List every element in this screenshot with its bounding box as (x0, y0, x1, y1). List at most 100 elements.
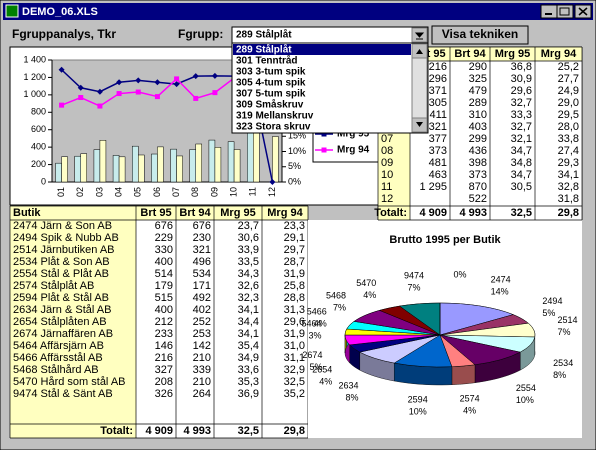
bar (233, 149, 241, 183)
window-title: DEMO_06.XLS (22, 6, 98, 18)
column-header: Mrg 95 (495, 48, 530, 60)
table-cell: 321 (193, 244, 211, 256)
table-cell: 29,3 (558, 157, 579, 169)
pie-value-label: 4% (363, 290, 376, 300)
table-cell: 290 (469, 61, 487, 73)
table-cell: 29,7 (284, 244, 305, 256)
y2-tick-label: 15% (288, 131, 306, 141)
pie-title: Brutto 1995 per Butik (389, 234, 501, 246)
show-button-label: Visa tekniken (442, 27, 519, 41)
pie-label: 2534 (553, 358, 573, 368)
table-cell: 676 (155, 220, 173, 232)
line-marker (192, 73, 199, 80)
y-tick-label: 600 (31, 124, 46, 134)
pie-label: 9474 (404, 271, 424, 281)
pie-value-label: 5% (542, 308, 555, 318)
line-marker (154, 94, 160, 100)
pie-label: 5464 (301, 318, 321, 328)
y-tick-label: 200 (31, 159, 46, 169)
table-cell: 28,0 (558, 121, 579, 133)
y-tick-label: 400 (31, 142, 46, 152)
filter-label: Fgrupp: (178, 27, 223, 41)
table-cell: 330 (155, 244, 173, 256)
table-cell: 34,1 (558, 169, 579, 181)
show-button[interactable] (431, 25, 529, 45)
column-header: Brt 94 (454, 48, 486, 60)
line-marker (135, 89, 141, 95)
pie-value-label: 10% (409, 406, 427, 416)
table-cell: 34,9 (238, 352, 259, 364)
pie-value-label: 7% (408, 283, 421, 293)
dropdown-item[interactable]: 307 5-tum spik (236, 89, 306, 100)
y2-tick-label: 5% (288, 161, 301, 171)
table-cell: 534 (193, 268, 211, 280)
table-cell: 492 (193, 292, 211, 304)
maximize-button[interactable] (556, 4, 574, 19)
table-cell: 1 295 (419, 181, 447, 193)
column-header: Butik (13, 207, 41, 219)
line-marker (173, 81, 180, 88)
line-marker (116, 79, 123, 86)
x-tick-label: 05 (133, 187, 143, 197)
total-cell: 4 909 (145, 425, 173, 437)
table-cell: 310 (469, 109, 487, 121)
table-cell: 32,3 (238, 292, 259, 304)
pie-value-label: 7% (333, 302, 346, 312)
table-cell: 32,8 (558, 181, 579, 193)
row-label: 2494 Spik & Nubb AB (13, 232, 119, 244)
table-cell: 35,4 (238, 340, 259, 352)
x-tick-label: 06 (152, 187, 162, 197)
row-label: 2554 Stål & Plåt AB (13, 268, 109, 280)
dropdown-item[interactable]: 319 Mellanskruv (236, 111, 314, 122)
line-marker (212, 90, 218, 96)
table-cell: 377 (429, 133, 447, 145)
bar (176, 155, 183, 183)
pie-value-label: 8% (346, 393, 359, 403)
bar (55, 162, 62, 183)
table-cell: 210 (193, 376, 211, 388)
line-marker (96, 88, 103, 95)
x-tick-label: 12 (267, 187, 277, 197)
bar (112, 155, 120, 183)
pie-value-label: 8% (553, 370, 566, 380)
bar (74, 155, 81, 183)
pie-slice (439, 302, 514, 336)
row-label: 2514 Järnbutiken AB (13, 244, 115, 256)
dropdown-item[interactable]: 309 Småskruv (236, 99, 304, 111)
dropdown-item[interactable]: 303 3-tum spik (236, 67, 306, 78)
row-label: 2594 Plåt & Stål AB (13, 292, 109, 304)
table-cell: 25,8 (284, 280, 305, 292)
legend-marker (321, 147, 327, 153)
minimize-button[interactable] (540, 4, 558, 19)
dropdown-item[interactable]: 289 Stålplåt (236, 44, 292, 56)
line-marker (78, 95, 84, 101)
pie-label: 5468 (326, 290, 346, 300)
pie-label: 5470 (356, 278, 376, 288)
dropdown-item[interactable]: 301 Tenntråd (236, 55, 298, 67)
bar (132, 145, 139, 183)
line-marker (174, 76, 180, 82)
table-cell: 179 (155, 280, 173, 292)
table-cell: 216 (155, 352, 173, 364)
table-cell: 36,8 (511, 61, 532, 73)
dropdown-item[interactable]: 323 Stora skruv (236, 122, 311, 133)
table-cell: 146 (155, 340, 173, 352)
table-cell: 29,5 (558, 109, 579, 121)
table-cell: 35,3 (238, 376, 259, 388)
dropdown-item[interactable]: 305 4-tum spik (236, 78, 306, 89)
table-cell: 463 (429, 169, 447, 181)
table-cell: 870 (469, 181, 487, 193)
line-marker (269, 179, 276, 185)
bar (157, 146, 164, 183)
line-marker (193, 95, 199, 101)
pie-value-label: 3% (309, 330, 322, 340)
table-cell: 24,9 (558, 85, 579, 97)
table-cell: 296 (429, 73, 447, 85)
bar (151, 153, 158, 183)
table-cell: 325 (469, 73, 487, 85)
table-cell: 23,7 (238, 220, 259, 232)
total-cell: 4 993 (459, 207, 487, 219)
table-cell: 29,1 (284, 232, 305, 244)
table-cell: 35,2 (284, 388, 305, 400)
table-cell: 171 (193, 280, 211, 292)
